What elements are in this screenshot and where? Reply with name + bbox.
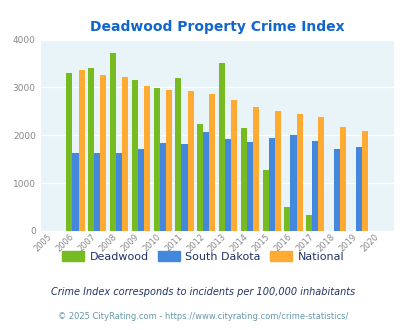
Bar	[333, 149, 339, 231]
Bar	[153, 88, 159, 231]
Text: © 2025 CityRating.com - https://www.cityrating.com/crime-statistics/: © 2025 CityRating.com - https://www.city…	[58, 312, 347, 321]
Bar	[284, 207, 290, 231]
Bar	[240, 128, 246, 231]
Bar	[318, 117, 324, 231]
Text: Crime Index corresponds to incidents per 100,000 inhabitants: Crime Index corresponds to incidents per…	[51, 287, 354, 297]
Bar	[116, 152, 122, 231]
Bar	[72, 153, 78, 231]
Bar	[355, 147, 361, 231]
Bar	[165, 90, 171, 231]
Bar	[262, 170, 268, 231]
Bar	[209, 94, 215, 231]
Bar	[268, 138, 274, 231]
Bar	[175, 78, 181, 231]
Bar	[110, 52, 116, 231]
Bar	[311, 141, 318, 231]
Bar	[100, 75, 106, 231]
Bar	[224, 139, 230, 231]
Bar	[187, 91, 193, 231]
Bar	[290, 135, 296, 231]
Bar	[197, 124, 203, 231]
Bar	[159, 143, 165, 231]
Bar	[339, 127, 345, 231]
Bar	[181, 144, 187, 231]
Bar	[131, 80, 138, 231]
Bar	[246, 142, 252, 231]
Bar	[305, 215, 311, 231]
Bar	[78, 70, 84, 231]
Legend: Deadwood, South Dakota, National: Deadwood, South Dakota, National	[57, 247, 348, 266]
Bar	[361, 130, 367, 231]
Bar	[66, 73, 72, 231]
Bar	[230, 100, 237, 231]
Bar	[252, 107, 258, 231]
Bar	[122, 77, 128, 231]
Bar	[94, 152, 100, 231]
Bar	[203, 132, 209, 231]
Bar	[296, 114, 302, 231]
Bar	[138, 149, 144, 231]
Title: Deadwood Property Crime Index: Deadwood Property Crime Index	[90, 20, 344, 34]
Bar	[274, 112, 280, 231]
Bar	[144, 85, 150, 231]
Bar	[88, 68, 94, 231]
Bar	[218, 63, 224, 231]
